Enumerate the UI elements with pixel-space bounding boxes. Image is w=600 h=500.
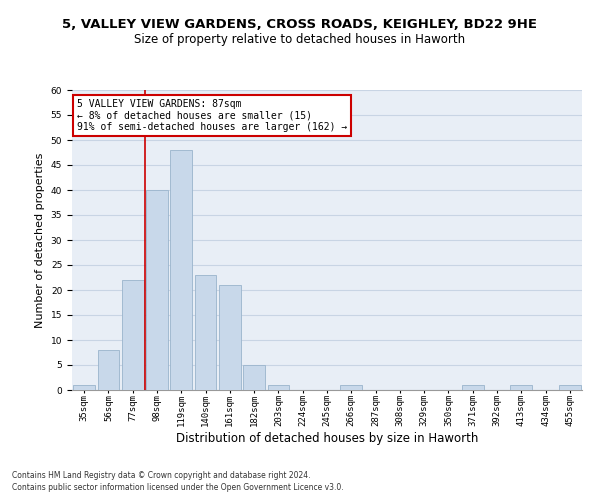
Bar — [511, 385, 532, 390]
Bar — [194, 275, 217, 390]
X-axis label: Distribution of detached houses by size in Haworth: Distribution of detached houses by size … — [176, 432, 478, 445]
Bar — [122, 280, 143, 390]
Bar — [97, 350, 119, 390]
Bar — [219, 285, 241, 390]
Bar — [340, 385, 362, 390]
Y-axis label: Number of detached properties: Number of detached properties — [35, 152, 45, 328]
Text: Contains HM Land Registry data © Crown copyright and database right 2024.: Contains HM Land Registry data © Crown c… — [12, 470, 311, 480]
Bar — [559, 385, 581, 390]
Bar — [462, 385, 484, 390]
Text: Size of property relative to detached houses in Haworth: Size of property relative to detached ho… — [134, 34, 466, 46]
Text: 5 VALLEY VIEW GARDENS: 87sqm
← 8% of detached houses are smaller (15)
91% of sem: 5 VALLEY VIEW GARDENS: 87sqm ← 8% of det… — [77, 99, 347, 132]
Text: 5, VALLEY VIEW GARDENS, CROSS ROADS, KEIGHLEY, BD22 9HE: 5, VALLEY VIEW GARDENS, CROSS ROADS, KEI… — [62, 18, 538, 30]
Bar — [243, 365, 265, 390]
Text: Contains public sector information licensed under the Open Government Licence v3: Contains public sector information licen… — [12, 483, 344, 492]
Bar — [170, 150, 192, 390]
Bar — [73, 385, 95, 390]
Bar — [268, 385, 289, 390]
Bar — [146, 190, 168, 390]
